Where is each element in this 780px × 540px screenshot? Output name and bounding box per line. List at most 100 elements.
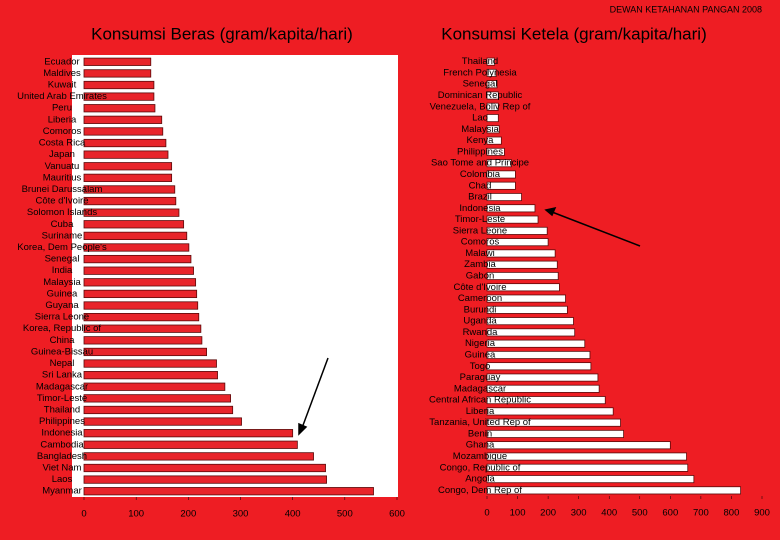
bar — [486, 102, 499, 111]
category-label: Nepal — [50, 358, 75, 369]
bar — [83, 382, 226, 391]
x-tick-label: 500 — [632, 508, 648, 519]
bar — [486, 294, 566, 303]
bar — [83, 57, 152, 66]
category-label: Comoros — [461, 237, 500, 248]
x-tick-label: 400 — [601, 508, 617, 519]
bar — [486, 463, 689, 472]
category-label: Côte d'Ivoire — [35, 196, 88, 207]
bar — [486, 384, 600, 393]
category-label: Peru — [52, 103, 72, 114]
category-label: Nigeria — [465, 338, 496, 349]
category-label: Kenya — [467, 135, 495, 146]
header: DEWAN KETAHANAN PANGAN 2008 — [610, 4, 762, 14]
bar — [486, 249, 556, 258]
category-label: Malaysia — [43, 277, 81, 288]
bar — [486, 159, 512, 168]
bar — [83, 347, 207, 357]
category-label: Brunei Darussalam — [22, 184, 103, 195]
category-label: Malawi — [465, 248, 495, 259]
category-label: Senegal — [45, 254, 80, 265]
bar — [83, 359, 217, 368]
bar — [486, 181, 516, 190]
arrow-head — [298, 422, 308, 436]
chart-title: Konsumsi Beras (gram/kapita/hari) — [91, 24, 353, 43]
bar — [486, 271, 559, 281]
category-label: Tanzania, United Rep of — [429, 417, 531, 428]
bar — [486, 125, 500, 134]
bar — [486, 226, 548, 235]
bar — [83, 301, 199, 310]
bar — [83, 92, 155, 101]
category-label: Sri Lanka — [42, 370, 83, 381]
category-label: Dominican Republic — [438, 90, 523, 101]
bar — [486, 238, 549, 247]
category-label: Cameroon — [458, 293, 502, 304]
x-tick-label: 600 — [662, 508, 678, 519]
category-label: Mauritius — [43, 172, 82, 183]
bar — [83, 104, 156, 113]
bar — [83, 324, 202, 333]
bar — [486, 418, 621, 427]
bar — [83, 254, 192, 264]
category-label: Côte d'Ivoire — [453, 282, 506, 293]
bar — [486, 441, 671, 450]
category-label: Central African Republic — [429, 395, 531, 406]
bar — [486, 68, 497, 77]
bar — [83, 173, 173, 182]
bar — [486, 362, 592, 371]
bar — [83, 417, 242, 426]
bar — [83, 185, 176, 194]
bar — [83, 405, 234, 415]
category-label: Angola — [465, 474, 495, 485]
bar — [486, 407, 614, 416]
bar — [486, 114, 499, 123]
bar — [83, 313, 200, 322]
category-label: Costa Rica — [39, 138, 86, 149]
x-tick-label: 200 — [180, 509, 196, 520]
bar — [486, 260, 558, 269]
bar — [83, 220, 185, 229]
bar — [83, 69, 152, 78]
bar — [486, 429, 624, 438]
category-label: Sierra Leone — [35, 312, 89, 323]
annotation-arrows — [298, 206, 641, 436]
x-tick-label: 0 — [484, 508, 489, 519]
arrow — [301, 357, 329, 429]
category-label: Mozambique — [453, 451, 507, 462]
bar — [83, 487, 374, 496]
category-label: Philippines — [457, 146, 503, 157]
x-tick-label: 100 — [510, 508, 526, 519]
category-label: Solomon Islands — [27, 207, 97, 218]
x-tick-label: 700 — [693, 508, 709, 519]
bar — [486, 452, 687, 461]
x-tick-label: 500 — [337, 509, 353, 520]
category-label: Rwanda — [463, 327, 499, 338]
bar — [486, 305, 568, 314]
category-label: Guinea — [47, 288, 78, 299]
category-label: French Polynesia — [443, 67, 517, 78]
bar — [486, 317, 574, 326]
x-tick-label: 200 — [540, 508, 556, 519]
bar — [83, 80, 155, 90]
category-label: Burundi — [464, 304, 497, 315]
category-label: Guinea-Bissau — [31, 346, 93, 357]
category-label: Guinea — [465, 349, 496, 360]
category-label: Malaysia — [461, 124, 499, 135]
category-label: Venezuela, Boliv Rep of — [430, 101, 531, 112]
bar — [486, 57, 496, 66]
category-label: Benin — [468, 428, 492, 439]
bar — [486, 80, 498, 89]
category-label: Brazil — [468, 192, 492, 203]
x-tick-label: 100 — [128, 509, 144, 520]
chart-title: Konsumsi Ketela (gram/kapita/hari) — [441, 24, 707, 43]
bar — [83, 289, 198, 299]
bar — [83, 463, 326, 473]
x-tick-label: 300 — [233, 509, 249, 520]
category-label: Cambodia — [40, 439, 84, 450]
category-label: Liberia — [48, 114, 77, 125]
category-label: Madagascar — [36, 381, 88, 392]
category-label: Congo, Republic of — [440, 462, 521, 473]
category-label: Ecuador — [44, 56, 79, 67]
